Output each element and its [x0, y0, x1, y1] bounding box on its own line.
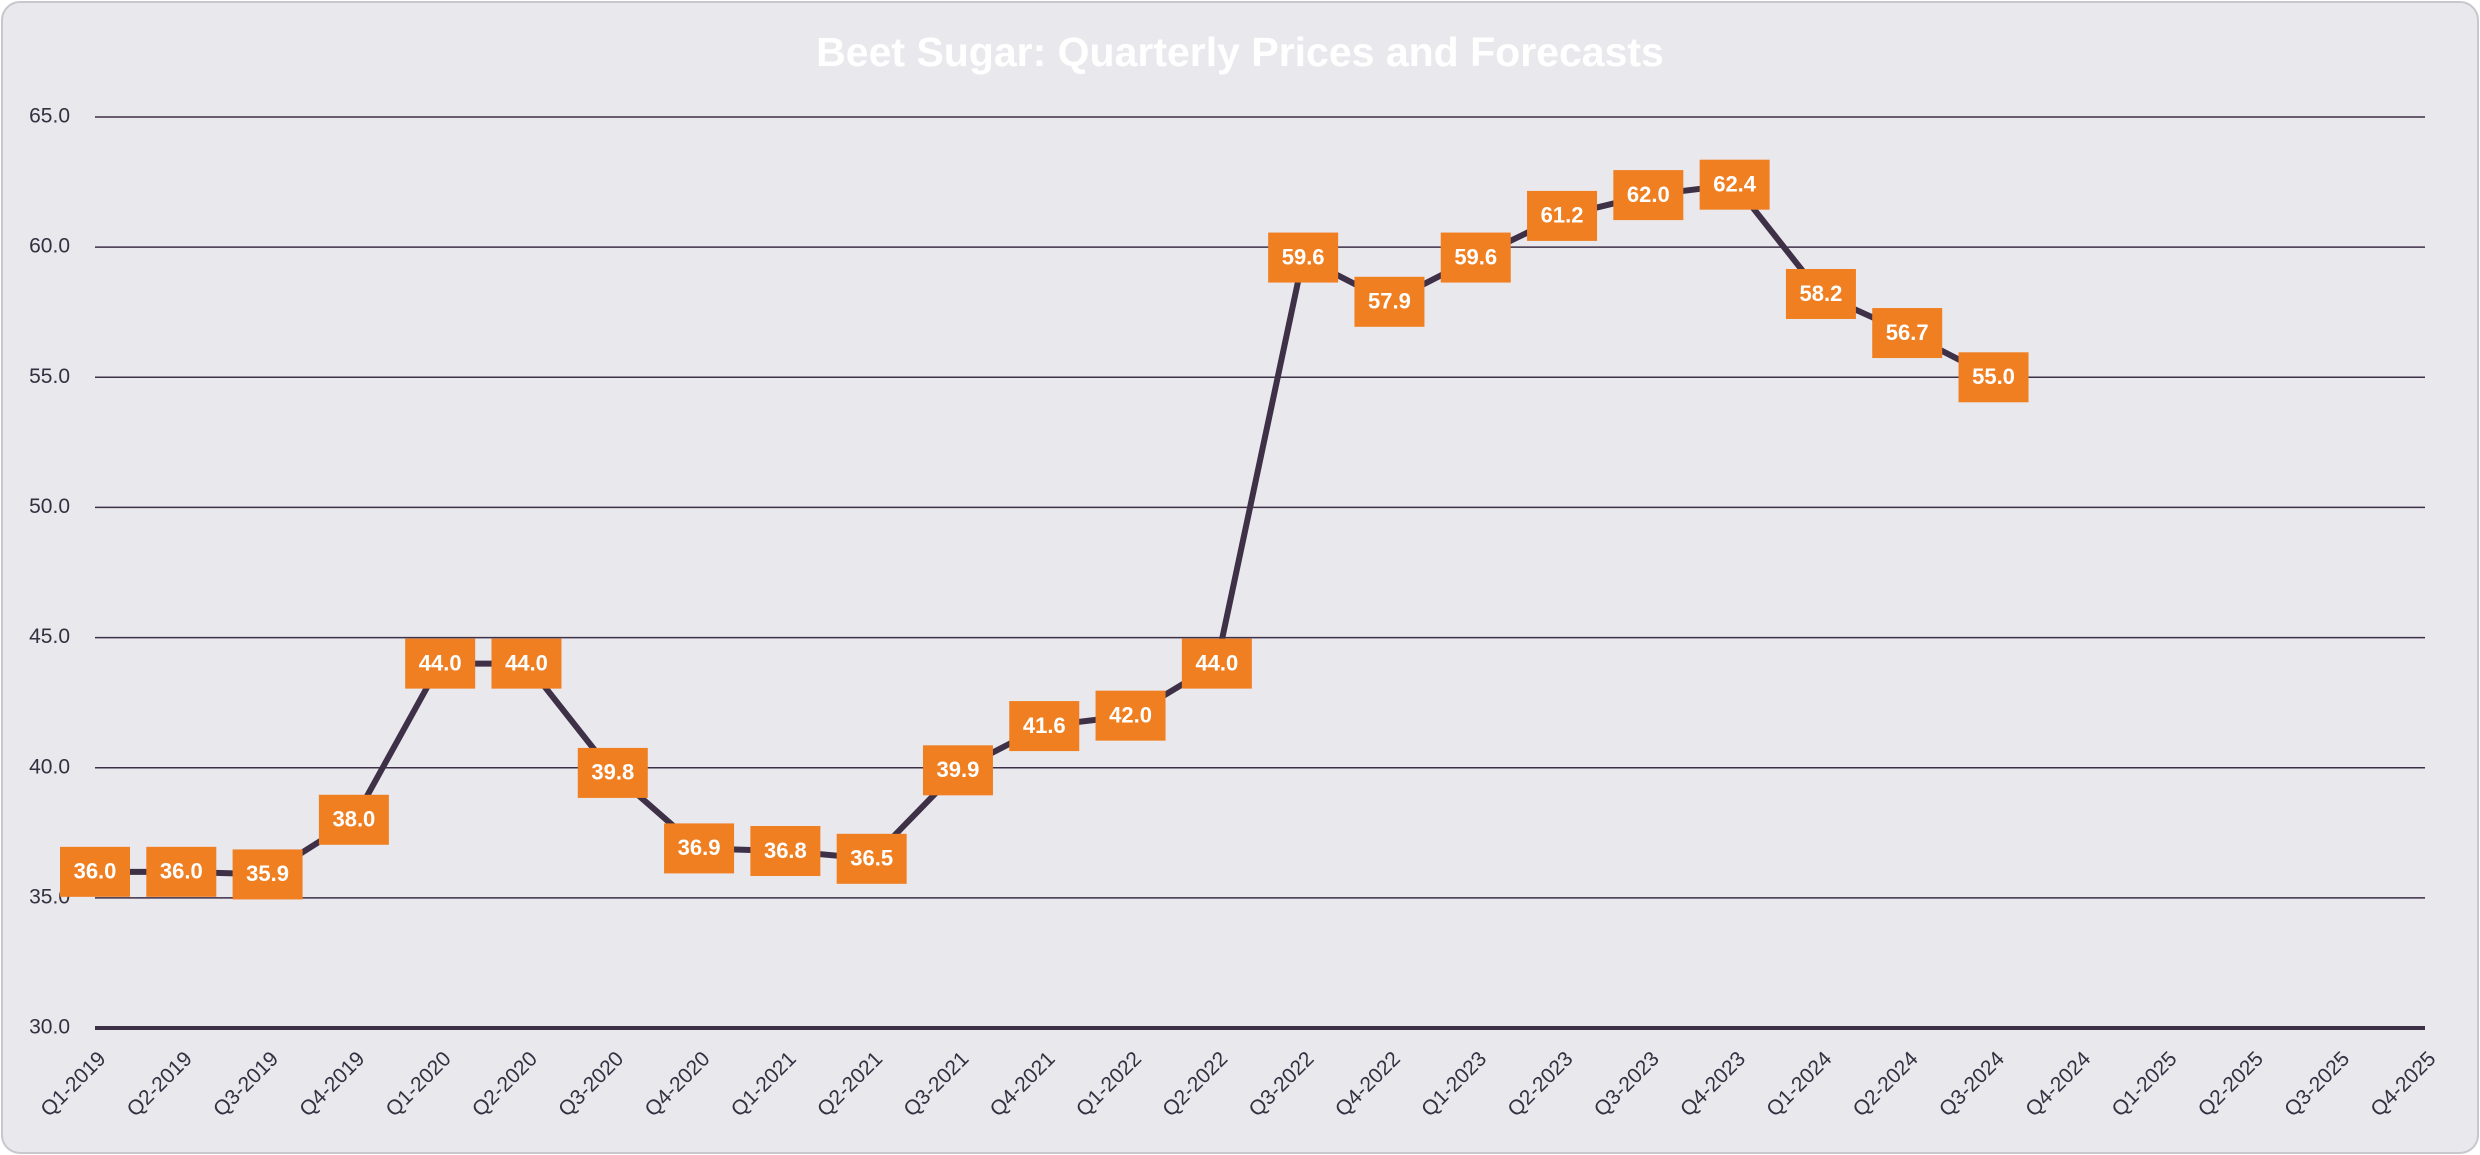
data-label: 39.8 — [591, 760, 634, 785]
data-label: 56.7 — [1886, 320, 1929, 345]
y-tick-label: 55.0 — [29, 365, 70, 388]
data-label-box — [1095, 690, 1166, 741]
y-tick-label: 35.0 — [29, 885, 70, 908]
data-label-box — [491, 638, 562, 689]
data-label-box — [405, 638, 476, 689]
data-label-box — [60, 846, 130, 897]
data-label: 58.2 — [1800, 281, 1843, 306]
data-label-box — [922, 745, 993, 796]
data-label: 36.0 — [160, 859, 203, 884]
data-label: 44.0 — [419, 650, 462, 675]
y-tick-label: 40.0 — [29, 755, 70, 778]
data-label-box — [1958, 352, 2029, 403]
chart-title: Beet Sugar: Quarterly Prices and Forecas… — [816, 29, 1664, 75]
data-label: 36.9 — [678, 835, 721, 860]
data-label: 38.0 — [332, 807, 375, 832]
data-label-box — [750, 826, 821, 877]
data-label: 62.4 — [1713, 171, 1757, 196]
data-label-box — [1181, 638, 1252, 689]
data-label-box — [146, 846, 217, 897]
data-label: 59.6 — [1454, 244, 1497, 269]
data-label: 62.0 — [1627, 182, 1670, 207]
data-label-box — [664, 823, 735, 874]
data-label-box — [1699, 159, 1770, 210]
data-label: 36.8 — [764, 838, 807, 863]
data-label-box — [577, 747, 648, 798]
data-label-box — [1527, 190, 1598, 241]
data-label-box — [1785, 268, 1856, 319]
data-label-box — [318, 794, 389, 845]
data-label-box — [1009, 701, 1080, 752]
data-label: 61.2 — [1541, 203, 1584, 228]
y-tick-label: 65.0 — [29, 105, 70, 128]
data-label: 57.9 — [1368, 289, 1411, 314]
data-label: 44.0 — [505, 650, 548, 675]
data-label: 36.0 — [74, 859, 117, 884]
y-tick-label: 50.0 — [29, 495, 70, 518]
data-label: 42.0 — [1109, 702, 1152, 727]
y-tick-label: 30.0 — [29, 1016, 70, 1039]
data-label: 55.0 — [1972, 364, 2015, 389]
data-label: 41.6 — [1023, 713, 1066, 738]
data-label: 39.9 — [937, 757, 980, 782]
data-label: 36.5 — [850, 846, 893, 871]
data-label-box — [1268, 232, 1339, 283]
data-label-box — [1354, 276, 1425, 327]
data-label: 44.0 — [1195, 650, 1238, 675]
y-tick-label: 45.0 — [29, 625, 70, 648]
data-label-box — [1440, 232, 1511, 283]
y-tick-label: 60.0 — [29, 235, 70, 258]
data-label-box — [836, 833, 907, 884]
data-label: 35.9 — [246, 861, 289, 886]
data-label-box — [232, 849, 303, 900]
data-label-box — [1872, 308, 1943, 359]
data-label-box — [1613, 170, 1684, 221]
data-label: 59.6 — [1282, 244, 1325, 269]
